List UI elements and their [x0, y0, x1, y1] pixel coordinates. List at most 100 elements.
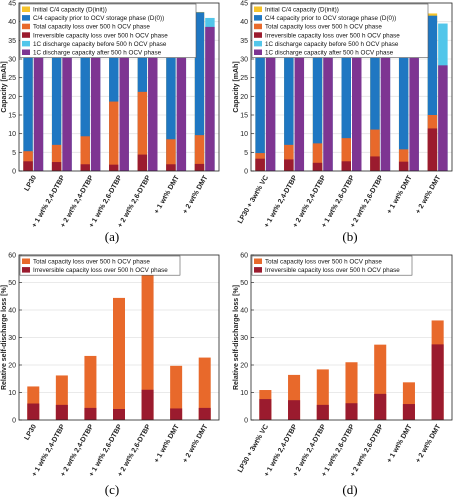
legend-box — [19, 255, 181, 276]
y-tick-label: 30 — [240, 335, 248, 342]
y-tick-label: 10 — [8, 131, 16, 138]
x-tick-label: LP30 — [24, 423, 38, 441]
bar-total-loss — [170, 365, 183, 420]
legend-entry: Irreversible capacity loss over 500 h OC… — [265, 267, 400, 274]
bar-1c-after — [438, 65, 448, 171]
bar-total-loss — [284, 144, 294, 171]
y-tick-label: 40 — [240, 19, 248, 26]
y-tick-label: 0 — [12, 169, 16, 176]
bar-irreversible-loss — [137, 154, 148, 171]
bar-total-loss — [341, 138, 351, 171]
y-tick-label: 20 — [240, 94, 248, 101]
bar-irreversible-loss — [370, 156, 380, 171]
bar-irreversible-loss — [345, 403, 358, 420]
y-tick-label: 25 — [8, 75, 16, 82]
x-tick-label: LP30 + 3wt% VC — [237, 424, 270, 475]
y-tick-label: 10 — [240, 131, 248, 138]
x-tick-label: + 2 wt% 2,6-DTBP — [349, 423, 385, 478]
legend-swatch — [254, 23, 262, 30]
y-tick-label: 20 — [240, 363, 248, 370]
x-tick-label: + 2 wt% DMT — [415, 423, 443, 464]
y-tick-label: 10 — [240, 390, 248, 397]
legend-entry: 1C discharge capacity after 500 h OCV ph… — [33, 50, 162, 57]
bar-total-loss — [51, 144, 62, 171]
bar-total-loss — [198, 357, 211, 420]
x-tick-label: + 1 wt% DMT — [153, 174, 181, 215]
legend-entry: C/4 capacity prior to OCV storage phase … — [33, 15, 164, 22]
chart-panel-4: 0 10 20 30 40 50 60 Relative self-discharge los… — [233, 253, 453, 497]
bar-irreversible-loss — [198, 407, 211, 420]
bar-irreversible-loss — [170, 408, 183, 420]
y-tick-label: 0 — [244, 418, 248, 425]
bar-total-loss — [23, 151, 33, 171]
y-tick-label: 40 — [8, 308, 16, 315]
axes-frame — [250, 2, 453, 172]
bar-c4-prior — [398, 11, 409, 171]
bar-total-loss — [27, 386, 40, 420]
bar-irreversible-loss — [312, 162, 323, 171]
bar-total-loss — [141, 274, 154, 420]
bar-irreversible-loss — [141, 389, 154, 420]
bar-irreversible-loss — [398, 161, 409, 171]
y-tick-label: 15 — [240, 113, 248, 120]
y-tick-label: 20 — [8, 94, 16, 101]
bar-c4-prior — [51, 10, 62, 172]
axes-frame — [18, 254, 220, 421]
y-tick-label: 0 — [244, 169, 248, 176]
legend-box — [251, 255, 413, 276]
x-tick-label: + 2 wt% 2,6-DTBP — [117, 423, 153, 478]
bar-irreversible-loss — [55, 404, 68, 420]
bar-c4-prior — [284, 12, 294, 172]
bar-total-loss — [80, 136, 90, 171]
y-axis-label: Capacity [mAh] — [1, 61, 8, 112]
legend-entry: Irreversible capacity loss over 500 h OC… — [33, 267, 168, 274]
chart-panel-1: 0 5 10 15 20 25 30 35 40 45 Capacity [mAh] LP30 + 1 … — [1, 1, 220, 244]
bar-c4-prior — [194, 12, 205, 172]
legend-swatch — [22, 49, 30, 55]
x-tick-label: + 1 wt% DMT — [386, 423, 414, 464]
legend-entry: 1C discharge capacity after 500 h OCV ph… — [265, 50, 394, 57]
legend-swatch — [22, 258, 30, 264]
x-tick-label: + 1 wt% DMT — [386, 174, 414, 215]
x-tick-label: + 2 wt% DMT — [182, 423, 210, 464]
bar-irreversible-loss — [84, 407, 97, 420]
y-tick-label: 45 — [240, 1, 248, 8]
bar-c4-prior — [255, 8, 265, 171]
bar-irreversible-loss — [166, 164, 176, 171]
bar-1c-after — [323, 35, 333, 171]
x-tick-label: LP30 — [24, 174, 38, 192]
legend-swatch — [254, 32, 262, 38]
bar-total-loss — [370, 129, 380, 171]
y-axis-label: Relative self-discharge loss [%] — [1, 285, 8, 390]
y-tick-label: 60 — [8, 253, 16, 260]
legend-swatch — [254, 15, 262, 21]
bar-irreversible-loss — [80, 164, 90, 171]
y-tick-label: 15 — [8, 113, 16, 120]
legend-swatch — [254, 258, 262, 264]
y-axis-label: Relative self-discharge loss [%] — [233, 285, 240, 390]
legend-entry: 1C discharge capacity before 500 h OCV p… — [265, 41, 399, 48]
x-tick-label: + 2 wt% 2,6-DTBP — [117, 174, 153, 229]
y-tick-label: 35 — [8, 38, 16, 45]
y-tick-label: 45 — [8, 1, 16, 8]
bar-1c-after — [33, 21, 44, 171]
bar-irreversible-loss — [288, 400, 301, 420]
bar-irreversible-loss — [109, 164, 119, 171]
panel-caption: (a) — [105, 229, 119, 244]
bar-irreversible-loss — [431, 344, 444, 420]
y-tick-label: 30 — [8, 57, 16, 64]
legend-entry: Irreversible capacity loss over 500 h OC… — [33, 32, 168, 39]
bar-c4-prior — [166, 10, 176, 171]
y-tick-label: 5 — [244, 150, 248, 157]
bar-irreversible-loss — [51, 162, 62, 171]
legend-entry: 1C discharge capacity before 500 h OCV p… — [33, 41, 167, 48]
bar-irreversible-loss — [341, 161, 351, 171]
legend-swatch — [22, 15, 30, 21]
bar-1c-after — [62, 26, 72, 171]
bar-c4-prior — [427, 15, 438, 172]
legend-swatch — [254, 6, 262, 12]
bar-1c-after — [176, 21, 187, 171]
panel-caption: (c) — [105, 482, 119, 497]
panel-caption: (d) — [342, 482, 357, 497]
bar-c4-prior — [341, 14, 351, 172]
